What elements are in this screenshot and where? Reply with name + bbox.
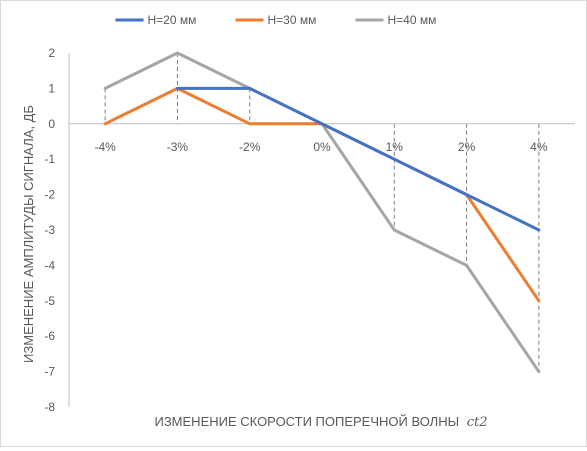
legend-item: Н=40 мм xyxy=(355,13,437,27)
y-tick-label: -6 xyxy=(44,329,55,343)
x-tick-label: 4% xyxy=(530,140,548,154)
y-tick-label: 1 xyxy=(48,81,55,95)
drop-lines xyxy=(104,53,540,372)
y-tick-label: -2 xyxy=(44,188,55,202)
y-tick-label: -1 xyxy=(44,152,55,166)
y-tick-label: 2 xyxy=(48,46,55,60)
x-tick-label: 0% xyxy=(313,140,331,154)
series-line-40 xyxy=(103,51,541,374)
x-axis-title: ИЗМЕНЕНИЕ СКОРОСТИ ПОПЕРЕЧНОЙ ВОЛНЫ ct2 xyxy=(154,414,487,430)
legend: Н=20 мм Н=30 мм Н=40 мм xyxy=(115,13,437,27)
x-axis-title-text: ИЗМЕНЕНИЕ СКОРОСТИ ПОПЕРЕЧНОЙ ВОЛНЫ xyxy=(154,414,459,429)
x-tick-label: -4% xyxy=(94,140,116,154)
legend-label: Н=20 мм xyxy=(148,13,197,27)
y-tick-label: 0 xyxy=(48,117,55,131)
y-tick-label: -3 xyxy=(44,223,55,237)
x-tick-label: -2% xyxy=(239,140,261,154)
x-tick-labels: -4% -3% -2% 0% 1% 2% 4% xyxy=(94,140,547,154)
x-tick-label: -3% xyxy=(167,140,189,154)
series-line-30 xyxy=(103,86,541,303)
legend-label: Н=30 мм xyxy=(268,13,317,27)
y-tick-label: -7 xyxy=(44,365,55,379)
legend-label: Н=40 мм xyxy=(388,13,437,27)
y-tick-label: -4 xyxy=(44,258,55,272)
x-tick-label: 2% xyxy=(458,140,476,154)
x-axis-title-symbol: ct2 xyxy=(467,415,488,430)
legend-item: Н=20 мм xyxy=(115,13,197,27)
series-layer xyxy=(103,51,541,374)
y-axis: 2 1 0 -1 -2 -3 -4 -5 -6 -7 -8 xyxy=(44,46,70,414)
x-tick-label: 1% xyxy=(386,140,404,154)
series-line-20 xyxy=(175,86,541,232)
y-axis-title: ИЗМЕНЕНИЕ АМПЛИТУДЫ СИГНАЛА, ДБ xyxy=(21,105,36,363)
legend-item: Н=30 мм xyxy=(235,13,317,27)
y-tick-label: -5 xyxy=(44,294,55,308)
y-tick-label: -8 xyxy=(44,400,55,414)
